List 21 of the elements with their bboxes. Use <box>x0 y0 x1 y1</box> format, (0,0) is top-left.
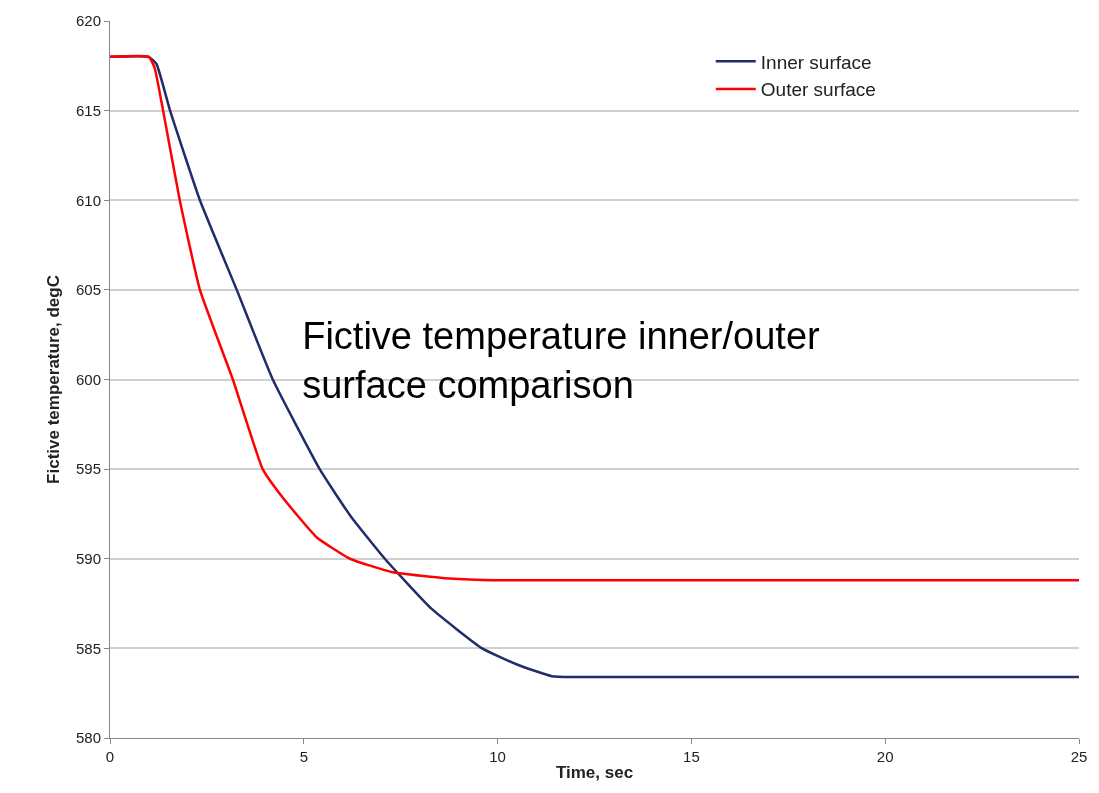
y-tick-label: 605 <box>75 281 101 299</box>
y-tick-label: 615 <box>75 101 101 119</box>
x-tick-label: 5 <box>299 748 308 765</box>
y-tick-label: 595 <box>75 460 101 478</box>
text: Fictive temperature inner/outer surface comparison <box>302 314 821 407</box>
y-tick-label: 610 <box>75 191 101 209</box>
x-tick-label: 25 <box>1070 748 1088 765</box>
y-tick-label: 590 <box>75 550 101 567</box>
y-tick-label: 580 <box>75 729 101 747</box>
x-tick-label: 10 <box>489 748 506 765</box>
y-axis-title: Fictive temperature, degC <box>43 275 63 484</box>
x-tick-label: 15 <box>683 748 700 765</box>
x-tick-label: 0 <box>105 748 115 765</box>
y-tick-label: 585 <box>75 639 101 657</box>
y-tick-label: 600 <box>75 370 101 388</box>
legend-label: Inner surface <box>760 51 872 73</box>
x-tick-label: 20 <box>876 748 894 765</box>
y-tick-label: 620 <box>75 12 101 30</box>
legend-label: Outer surface <box>760 79 876 101</box>
x-axis-title: Time, sec <box>555 763 634 783</box>
line-series <box>110 54 1079 582</box>
